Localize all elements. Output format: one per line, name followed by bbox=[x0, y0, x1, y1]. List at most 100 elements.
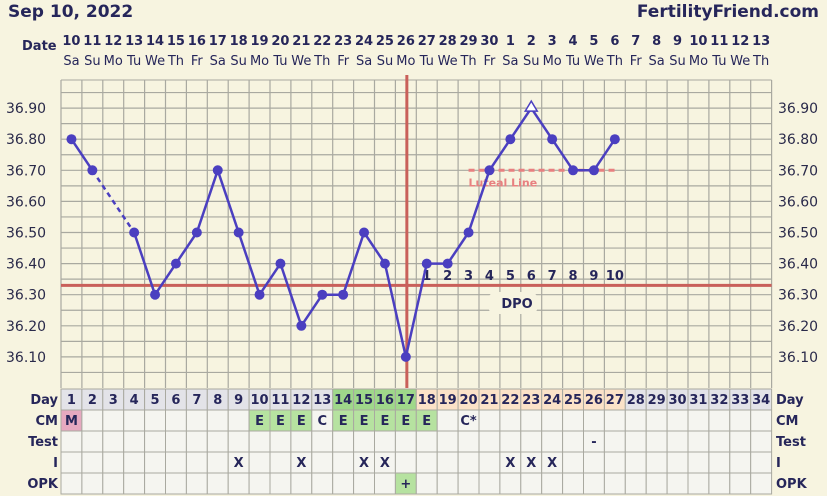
cm-value: C bbox=[317, 414, 327, 429]
temp-point bbox=[254, 289, 265, 300]
y-tick-right: 36.10 bbox=[778, 350, 818, 366]
table-cell-test bbox=[687, 430, 710, 453]
temp-line-segment bbox=[341, 232, 366, 296]
day-number: 29 bbox=[648, 393, 666, 408]
dpo-number: 4 bbox=[485, 269, 494, 284]
table-cell-test bbox=[269, 430, 292, 453]
day-number: 4 bbox=[130, 393, 139, 408]
luteal-line-label: Luteal Line bbox=[469, 176, 538, 189]
intercourse-value: X bbox=[526, 456, 536, 471]
date-number: 13 bbox=[752, 34, 770, 49]
y-tick-right: 36.20 bbox=[778, 319, 818, 335]
date-number: 14 bbox=[146, 34, 164, 49]
intercourse-value: X bbox=[380, 456, 390, 471]
dpo-number: 2 bbox=[443, 269, 452, 284]
table-cell-test bbox=[645, 430, 668, 453]
y-tick-left: 36.40 bbox=[6, 257, 46, 273]
date-number: 13 bbox=[125, 34, 143, 49]
table-cell-intercourse bbox=[60, 451, 83, 474]
temp-line-segment bbox=[509, 107, 533, 140]
weekday-label: Mo bbox=[396, 54, 415, 69]
temp-point bbox=[317, 289, 328, 300]
cm-value: C* bbox=[460, 414, 477, 429]
table-cell-test bbox=[81, 430, 104, 453]
day-number: 14 bbox=[334, 393, 352, 408]
temp-line-segment bbox=[195, 169, 219, 233]
row-label-right-opk: OPK bbox=[776, 477, 808, 492]
table-cell-opk bbox=[666, 472, 689, 495]
dpo-label: DPO bbox=[501, 297, 532, 312]
day-number: 7 bbox=[192, 393, 201, 408]
table-cell-opk bbox=[374, 472, 396, 495]
temp-line-segment bbox=[383, 263, 408, 358]
day-number: 19 bbox=[439, 393, 457, 408]
temp-line-segment bbox=[91, 169, 136, 234]
table-cell-opk bbox=[60, 472, 83, 495]
temp-point-triangle bbox=[523, 99, 539, 112]
day-number: 11 bbox=[271, 393, 289, 408]
table-cell-test bbox=[541, 430, 564, 453]
day-number: 20 bbox=[460, 393, 478, 408]
temp-line-segment bbox=[258, 262, 282, 296]
temp-point bbox=[442, 258, 453, 269]
row-label-intercourse: I bbox=[53, 456, 58, 471]
table-cell-intercourse bbox=[394, 451, 417, 474]
y-tick-right: 36.70 bbox=[778, 163, 818, 179]
table-cell-opk bbox=[541, 472, 564, 495]
y-tick-left: 36.60 bbox=[6, 194, 46, 210]
table-cell-cm bbox=[478, 409, 501, 432]
table-cell-test bbox=[144, 430, 167, 453]
table-cell-test bbox=[123, 430, 146, 453]
weekday-label: We bbox=[145, 54, 165, 69]
weekday-label: Fr bbox=[337, 54, 350, 69]
date-number: 16 bbox=[188, 34, 206, 49]
site-logo-text[interactable]: FertilityFriend.com bbox=[636, 2, 819, 22]
table-cell-intercourse bbox=[269, 451, 292, 474]
day-number: 34 bbox=[752, 393, 770, 408]
table-cell-opk bbox=[708, 472, 731, 495]
weekday-label: Fr bbox=[630, 54, 643, 69]
table-cell-cm bbox=[583, 409, 605, 432]
cm-value: E bbox=[422, 414, 431, 429]
dpo-number: 9 bbox=[589, 269, 598, 284]
table-cell-opk bbox=[311, 472, 334, 495]
table-cell-test bbox=[666, 430, 689, 453]
dpo-number: 3 bbox=[464, 269, 473, 284]
y-tick-left: 36.30 bbox=[6, 288, 46, 304]
table-cell-intercourse bbox=[144, 451, 167, 474]
date-number: 27 bbox=[418, 34, 436, 49]
weekday-label: Th bbox=[606, 54, 623, 69]
date-number: 26 bbox=[397, 34, 415, 49]
weekday-label: Mo bbox=[104, 54, 123, 69]
table-cell-test bbox=[415, 430, 438, 453]
table-cell-cm bbox=[436, 409, 459, 432]
temp-line-segment bbox=[363, 231, 386, 265]
temp-point bbox=[150, 289, 161, 300]
table-cell-test bbox=[520, 430, 543, 453]
table-cell-opk bbox=[353, 472, 376, 495]
table-cell-opk bbox=[687, 472, 710, 495]
table-cell-cm bbox=[499, 409, 522, 432]
table-cell-intercourse bbox=[311, 451, 334, 474]
table-cell-intercourse bbox=[436, 451, 459, 474]
dpo-number: 6 bbox=[527, 269, 536, 284]
weekday-label: Tu bbox=[711, 54, 726, 69]
row-label-right-test: Test bbox=[776, 435, 806, 450]
row-label-cm: CM bbox=[36, 414, 58, 429]
table-cell-opk bbox=[81, 472, 104, 495]
table-cell-test bbox=[374, 430, 396, 453]
weekday-label: Su bbox=[377, 54, 394, 69]
row-label-day: Day bbox=[30, 393, 58, 408]
table-cell-test bbox=[729, 430, 752, 453]
row-label-test: Test bbox=[28, 435, 58, 450]
row-label-right-day: Day bbox=[776, 393, 804, 408]
day-number: 9 bbox=[234, 393, 243, 408]
table-cell-opk bbox=[165, 472, 187, 495]
weekday-label: Th bbox=[752, 54, 769, 69]
table-cell-test bbox=[311, 430, 334, 453]
table-cell-test bbox=[603, 430, 626, 453]
day-number: 16 bbox=[376, 393, 394, 408]
table-cell-cm bbox=[729, 409, 752, 432]
table-cell-cm bbox=[645, 409, 668, 432]
